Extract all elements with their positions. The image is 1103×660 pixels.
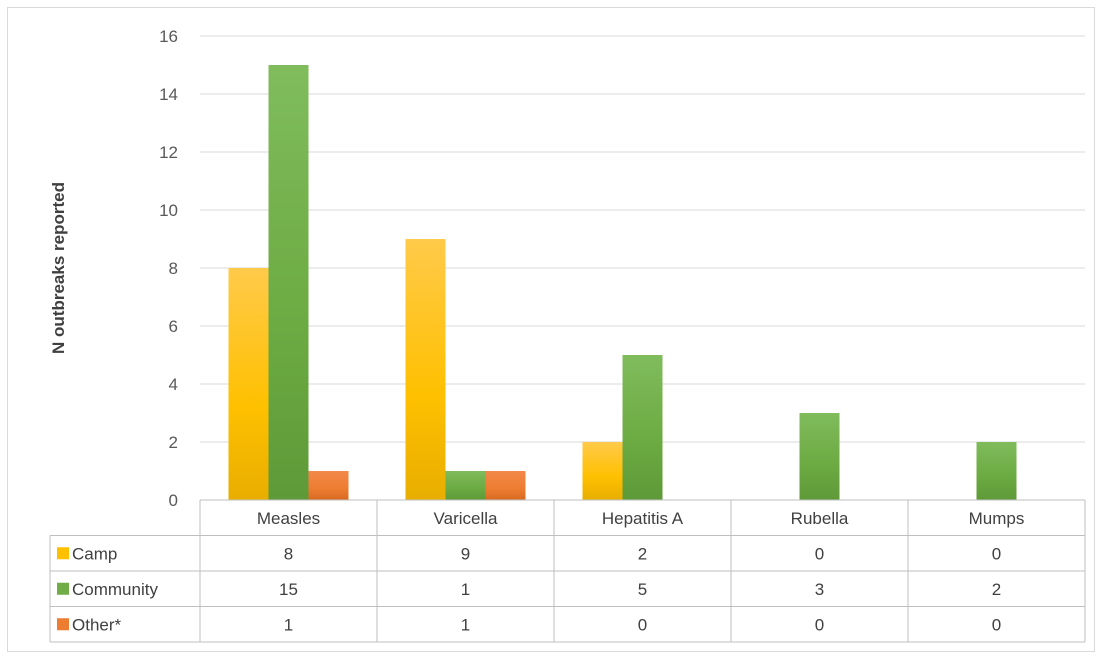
bar-camp-hepatitis-a: [582, 442, 623, 500]
table-cell-value: 0: [638, 615, 647, 634]
bar-other-measles: [308, 471, 349, 500]
legend-swatch-other: [57, 618, 69, 631]
table-cell-value: 2: [992, 580, 1001, 599]
bar-camp-measles: [228, 268, 269, 500]
x-category-label: Hepatitis A: [602, 509, 684, 528]
table-cell-value: 1: [461, 580, 470, 599]
table-cell-value: 1: [461, 615, 470, 634]
y-tick-label: 10: [159, 201, 178, 220]
y-tick-label: 6: [169, 317, 178, 336]
table-cell-value: 8: [284, 544, 293, 563]
bar-community-rubella: [799, 413, 840, 500]
table-cell-value: 0: [815, 615, 824, 634]
legend-label: Camp: [72, 544, 117, 563]
legend-label: Other*: [72, 615, 122, 634]
table-cell-value: 1: [284, 615, 293, 634]
x-category-label: Varicella: [434, 509, 498, 528]
bar-community-measles: [268, 65, 309, 500]
y-tick-label: 16: [159, 27, 178, 46]
table-cell-value: 5: [638, 580, 647, 599]
y-axis-ticks: 0 2 4 6 8 10 12 14 16: [159, 27, 178, 510]
bar-community-mumps: [976, 442, 1017, 500]
gridlines: [200, 35, 1085, 443]
y-axis-label: N outbreaks reported: [49, 182, 68, 354]
table-cell-value: 9: [461, 544, 470, 563]
legend-label: Community: [72, 580, 158, 599]
table-cell-value: 0: [992, 544, 1001, 563]
data-table: Measles Varicella Hepatitis A Rubella Mumps C…: [49, 499, 1086, 643]
y-tick-label: 2: [169, 433, 178, 452]
x-category-label: Mumps: [969, 509, 1025, 528]
table-cell-value: 2: [638, 544, 647, 563]
table-cell-value: 0: [992, 615, 1001, 634]
bar-community-varicella: [445, 471, 486, 500]
legend-swatch-community: [57, 582, 69, 595]
bar-community-hepatitis-a: [622, 355, 663, 500]
y-tick-label: 14: [159, 85, 178, 104]
y-tick-label: 0: [169, 491, 178, 510]
bar-other-varicella: [485, 471, 526, 500]
legend-swatch-camp: [57, 547, 69, 560]
y-tick-label: 12: [159, 143, 178, 162]
y-tick-label: 4: [169, 375, 178, 394]
table-cell-value: 15: [279, 580, 298, 599]
table-cell-value: 3: [815, 580, 824, 599]
table-cell-value: 0: [815, 544, 824, 563]
bars: [228, 65, 1017, 500]
chart-frame: [7, 7, 1095, 652]
bar-camp-varicella: [405, 239, 446, 500]
x-category-label: Measles: [257, 509, 320, 528]
y-tick-label: 8: [169, 259, 178, 278]
x-category-label: Rubella: [791, 509, 849, 528]
